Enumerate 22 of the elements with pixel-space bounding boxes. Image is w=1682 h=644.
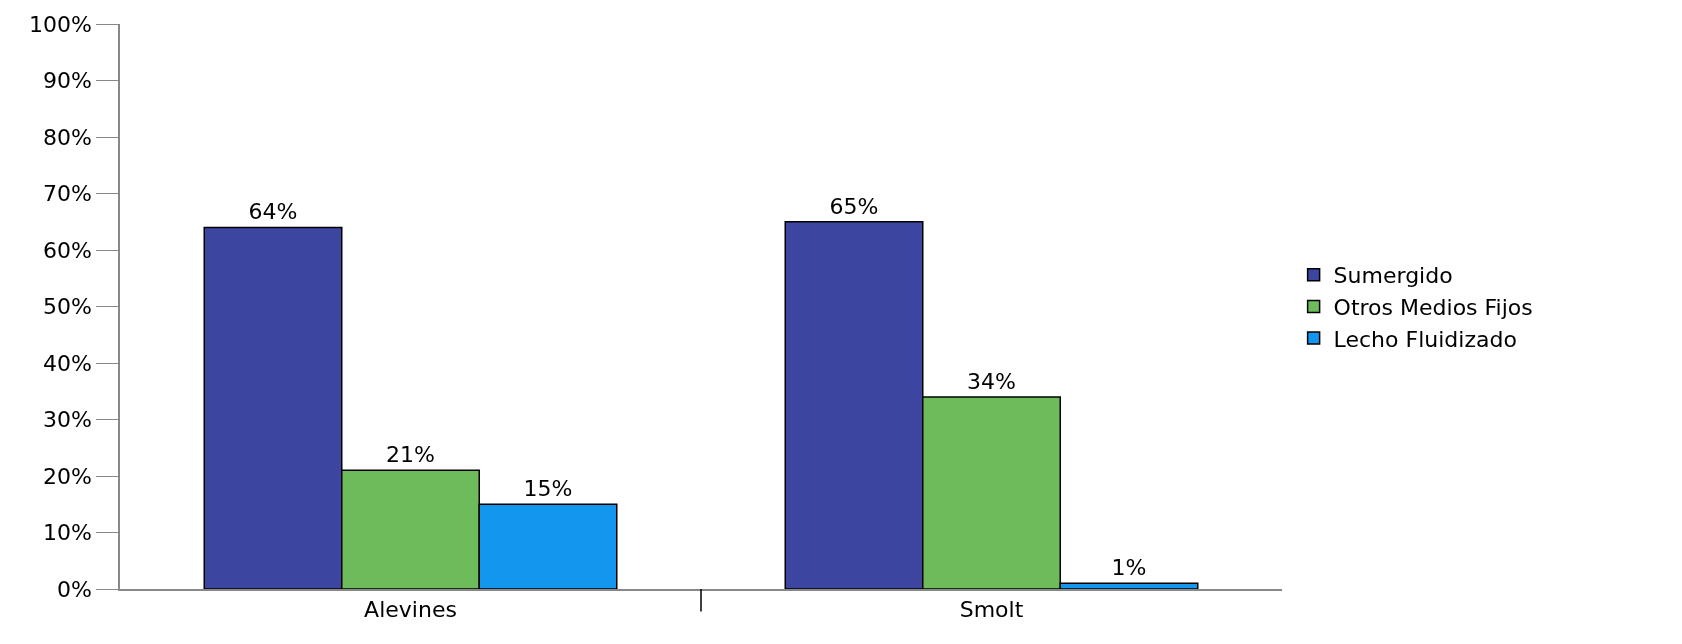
- y-tick-label: 100%: [28, 11, 92, 37]
- y-tick-label: 70%: [42, 181, 92, 207]
- data-label: 65%: [829, 193, 879, 219]
- y-tick-label: 60%: [42, 237, 92, 263]
- x-tick-label: Smolt: [959, 597, 1024, 623]
- x-tick-label: Alevines: [364, 597, 457, 623]
- data-label: 15%: [523, 476, 573, 502]
- y-tick-label: 50%: [42, 294, 92, 320]
- legend-label: Sumergido: [1333, 263, 1453, 289]
- y-tick-label: 90%: [42, 68, 92, 94]
- data-label: 64%: [248, 199, 298, 225]
- y-tick-label: 0%: [56, 576, 92, 602]
- y-tick-label: 80%: [42, 124, 92, 150]
- data-label: 21%: [386, 442, 435, 468]
- y-tick-label: 40%: [42, 350, 92, 376]
- y-tick-label: 30%: [42, 407, 92, 433]
- legend-label: Otros Medios Fijos: [1333, 294, 1533, 320]
- legend-label: Lecho Fluidizado: [1333, 326, 1517, 352]
- y-tick-label: 10%: [42, 520, 92, 546]
- data-label: 34%: [967, 368, 1016, 394]
- y-tick-label: 20%: [42, 463, 92, 489]
- data-label: 1%: [1111, 555, 1147, 581]
